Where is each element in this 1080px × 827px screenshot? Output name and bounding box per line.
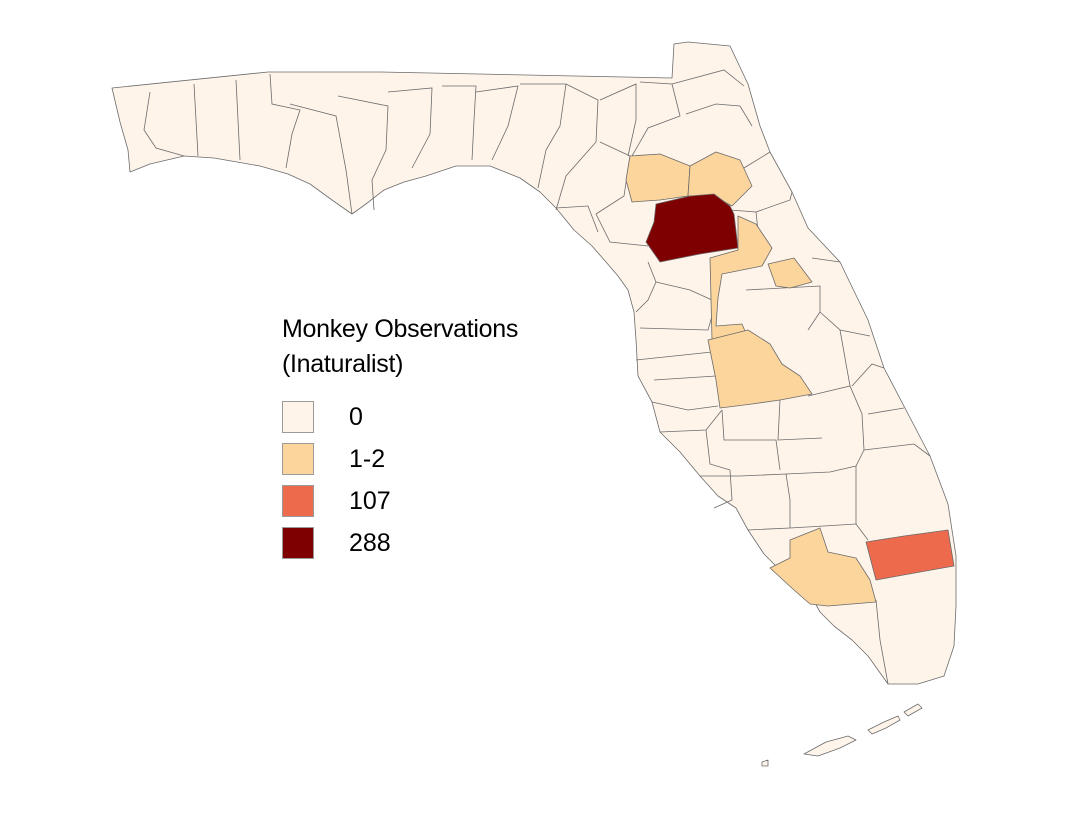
keys-island	[803, 735, 857, 757]
legend-swatch	[282, 527, 314, 559]
legend-item: 107	[282, 480, 518, 522]
keys-island	[867, 715, 901, 735]
county-hendry	[769, 527, 877, 607]
legend-swatch	[282, 485, 314, 517]
legend-title-line2: (Inaturalist)	[282, 350, 404, 378]
county-alachua	[625, 153, 691, 203]
legend-swatch	[282, 401, 314, 433]
legend-title-line1: Monkey Observations	[282, 315, 519, 343]
legend-item: 1-2	[282, 438, 518, 480]
keys-island	[761, 759, 769, 767]
legend-label: 288	[349, 528, 391, 557]
county-lake	[709, 215, 773, 341]
legend-item: 288	[282, 522, 518, 564]
legend-item: 0	[282, 396, 518, 438]
legend-label: 1-2	[349, 444, 386, 473]
county-polk	[707, 329, 813, 409]
county-seminole	[767, 257, 813, 289]
legend-label: 107	[349, 486, 391, 515]
legend-title: Monkey Observations (Inaturalist)	[282, 312, 518, 382]
map-legend: Monkey Observations (Inaturalist) 0 1-2 …	[282, 312, 518, 564]
legend-swatch	[282, 443, 314, 475]
county-broward	[865, 529, 955, 581]
county-boundaries	[143, 69, 931, 685]
legend-label: 0	[349, 402, 363, 431]
keys-island	[903, 703, 923, 717]
